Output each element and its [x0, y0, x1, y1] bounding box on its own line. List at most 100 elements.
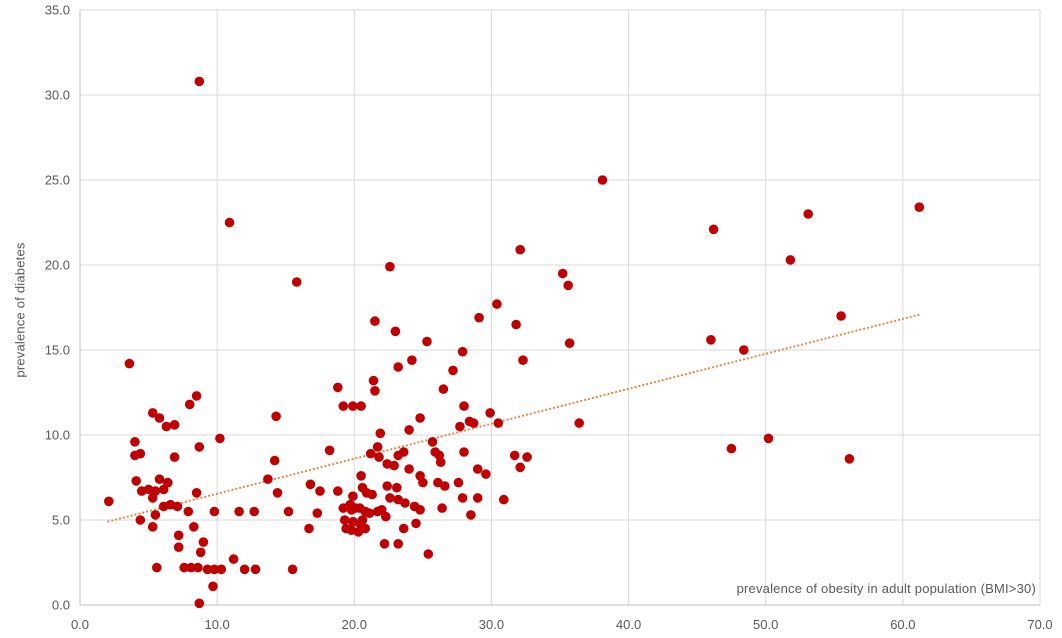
data-point [179, 562, 189, 573]
x-axis-label: prevalence of obesity in adult populatio… [736, 581, 1036, 596]
x-tick-label: 50.0 [753, 617, 778, 632]
data-point [474, 312, 484, 323]
data-point [191, 391, 202, 401]
data-point [216, 564, 227, 575]
data-point [202, 564, 213, 575]
data-point [194, 598, 205, 609]
data-point [163, 477, 173, 488]
data-point [564, 338, 575, 349]
data-point [269, 455, 280, 466]
data-point [194, 76, 205, 87]
data-point [208, 581, 218, 592]
data-point [173, 542, 184, 552]
data-point [400, 498, 410, 508]
data-point [169, 452, 180, 462]
data-point [333, 486, 343, 496]
data-point [356, 401, 366, 411]
x-tick-label: 40.0 [616, 617, 641, 632]
y-tick-label: 10.0 [45, 428, 70, 443]
data-point [193, 562, 203, 573]
data-point [597, 175, 608, 185]
data-point [385, 493, 395, 503]
data-point [415, 413, 425, 423]
data-point [381, 511, 391, 522]
data-point [183, 506, 194, 517]
y-tick-label: 20.0 [45, 258, 70, 273]
data-point [263, 474, 273, 485]
data-point [150, 510, 161, 520]
data-point [324, 445, 335, 456]
y-axis-title: prevalence of diabetes [12, 242, 28, 378]
data-point [315, 486, 325, 496]
data-point [393, 539, 404, 549]
data-point [515, 244, 525, 255]
data-point [357, 515, 368, 525]
data-point [234, 506, 244, 517]
data-point [152, 562, 162, 573]
data-point [379, 539, 390, 549]
data-point [404, 425, 414, 435]
data-point [708, 224, 719, 235]
data-point [404, 464, 414, 474]
data-point [481, 469, 491, 479]
data-point [154, 413, 165, 423]
data-point [415, 505, 425, 515]
data-point [393, 450, 404, 461]
data-point [147, 522, 158, 532]
data-point [271, 411, 281, 422]
data-point [209, 506, 220, 517]
data-point [338, 401, 349, 411]
data-point [485, 408, 495, 418]
data-point [173, 530, 184, 541]
data-point [348, 401, 358, 411]
data-point [472, 493, 483, 503]
data-point [472, 464, 483, 474]
data-point [154, 474, 165, 485]
data-point [367, 489, 377, 500]
data-point [382, 481, 393, 491]
data-point [215, 433, 225, 444]
data-point [763, 433, 774, 444]
data-point [438, 384, 449, 394]
data-point [411, 518, 421, 529]
y-tick-label: 35.0 [45, 3, 70, 18]
data-point [390, 326, 401, 337]
y-tick-label: 25.0 [45, 173, 70, 188]
data-point [372, 442, 383, 452]
data-point [706, 335, 716, 345]
data-point [914, 202, 925, 212]
data-point [563, 280, 573, 291]
data-point [515, 462, 525, 473]
data-point [448, 365, 458, 376]
y-tick-label: 0.0 [52, 598, 70, 613]
data-point [374, 452, 384, 462]
data-point [393, 362, 404, 372]
data-point [272, 488, 283, 498]
data-point [191, 488, 202, 498]
data-point [135, 448, 146, 459]
data-point [389, 460, 399, 471]
data-point [124, 358, 135, 369]
data-point [305, 479, 316, 490]
data-point [249, 506, 259, 517]
data-point [147, 408, 158, 418]
data-point [468, 418, 479, 428]
data-point [186, 562, 196, 573]
trendline [107, 313, 921, 523]
data-point [198, 537, 209, 547]
data-point [195, 547, 206, 558]
data-point [333, 382, 343, 393]
data-point [209, 564, 220, 575]
data-point [370, 386, 380, 396]
data-point [459, 401, 469, 411]
data-point [304, 523, 314, 534]
data-point [169, 420, 180, 430]
y-tick-label: 15.0 [45, 343, 70, 358]
x-tick-label: 20.0 [342, 617, 367, 632]
data-point [189, 522, 199, 532]
data-point [422, 336, 432, 347]
data-point [557, 268, 568, 279]
data-point [398, 523, 409, 534]
data-point [224, 217, 235, 228]
